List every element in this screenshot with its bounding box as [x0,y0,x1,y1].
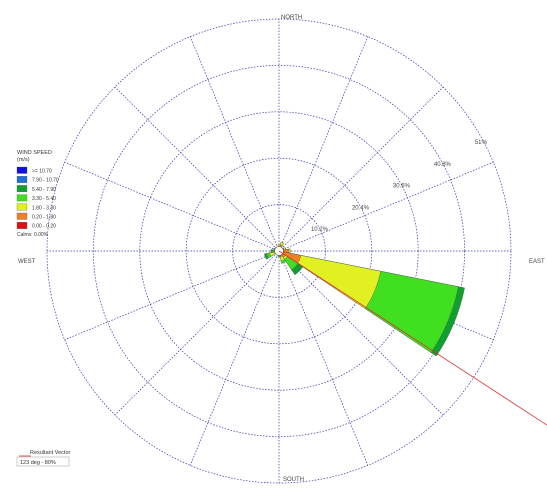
sector-112.5-bin-4 [278,250,381,309]
resultant-vector [278,250,547,426]
legend-label-6: 0.00 - 0.20 [32,224,56,230]
ring-label-3: 30.6% [393,184,411,190]
legend-unit: (m/s) [17,157,30,163]
legend: WIND SPEED (m/s) >= 10.70 7.90 - 10.70 5.4… [16,150,59,238]
direction-label-west: WEST [18,259,36,265]
grid-spoke-14 [114,86,280,252]
legend-swatch-6 [16,222,28,229]
resultant-vector-line [278,250,547,426]
resultant-vector-box: Resultant Vector 123 deg - 80% [16,450,71,467]
legend-swatch-2 [16,185,28,193]
legend-swatch-3 [16,194,28,202]
resultant-vector-box-frame [16,456,70,467]
grid-spoke-15 [189,36,280,252]
legend-label-5: 0.20 - 1.80 [32,215,56,221]
grid-spoke-7 [278,250,369,466]
legend-swatch-4 [16,203,28,211]
legend-calms: Calms: 0.00% [17,232,49,238]
legend-swatch-5 [16,212,28,220]
legend-label-4: 1.80 - 3.30 [32,205,56,211]
grid-ring-2 [185,157,373,345]
direction-label-south: SOUTH [283,477,304,483]
grid-spoke-11 [64,250,280,341]
legend-label-3: 3.30 - 5.40 [32,196,56,202]
direction-labels: NORTH EAST SOUTH WEST [18,15,545,483]
grid-ring-4 [93,65,465,437]
ring-labels: 10.2% 20.4% 30.6% 40.8% 51% [311,140,488,233]
grid-spoke-13 [64,161,280,252]
legend-title: WIND SPEED [17,150,52,156]
resultant-vector-label: Resultant Vector [30,450,71,456]
legend-swatch-1 [16,176,28,183]
grid-spoke-10 [114,250,280,416]
grid-spoke-9 [189,250,280,466]
ring-label-5: 51% [475,140,488,146]
legend-label-0: >= 10.70 [32,169,52,175]
grid-spoke-3 [278,161,494,252]
ring-label-4: 40.8% [434,162,452,168]
grid-spoke-6 [278,250,444,416]
grid-spoke-5 [278,250,494,341]
grid-spoke-1 [278,36,369,252]
ring-label-1: 10.2% [311,227,329,233]
legend-swatch-0 [16,166,28,174]
direction-label-north: NORTH [281,15,302,21]
resultant-vector-value: 123 deg - 80% [20,460,56,466]
grid-spoke-2 [278,86,444,252]
wind-sectors [264,241,465,357]
ring-label-2: 20.4% [352,205,370,211]
legend-label-2: 5.40 - 7.90 [32,187,56,193]
direction-label-east: EAST [529,259,545,265]
legend-label-1: 7.90 - 10.70 [32,178,59,184]
polar-grid [46,18,512,484]
legend-items: >= 10.70 7.90 - 10.70 5.40 - 7.90 3.30 - 5.… [16,166,59,230]
